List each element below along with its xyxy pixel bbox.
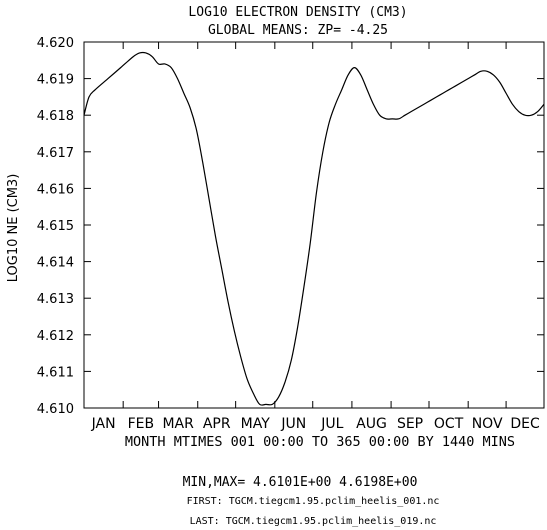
x-axis: JAN FEB MAR APR MAY JUN JUL AUG SEP OCT NOV DEC xyxy=(91,42,540,432)
y-tick-label: 4.610 xyxy=(37,402,74,417)
y-tick-label: 4.612 xyxy=(37,329,74,344)
y-tick-label: 4.614 xyxy=(37,256,74,271)
x-tick-label: MAY xyxy=(241,416,271,432)
y-tick-label: 4.616 xyxy=(37,182,74,197)
y-tick-label: 4.620 xyxy=(37,36,74,51)
y-axis: 4.610 4.611 4.612 4.613 4.614 4.615 4.616 4.617… xyxy=(37,36,544,417)
last-file-text: LAST: TGCM.tiegcm1.95.pclim_heelis_019.n… xyxy=(190,516,437,527)
first-file-text: FIRST: TGCM.tiegcm1.95.pclim_heelis_001.… xyxy=(187,496,440,507)
plot-frame xyxy=(83,41,545,409)
y-tick-label: 4.617 xyxy=(37,146,74,161)
y-tick-label: 4.613 xyxy=(37,292,74,307)
x-tick-label: MAR xyxy=(162,416,194,432)
y-tick-label: 4.618 xyxy=(37,109,74,124)
x-tick-label: JUN xyxy=(280,416,306,432)
x-tick-label: OCT xyxy=(434,416,464,432)
min-max-text: MIN,MAX= 4.6101E+00 4.6198E+00 xyxy=(183,475,418,490)
x-tick-label: SEP xyxy=(397,416,423,432)
chart-title: LOG10 ELECTRON DENSITY (CM3) xyxy=(188,5,407,20)
x-tick-label: NOV xyxy=(472,416,503,432)
x-tick-label: DEC xyxy=(510,416,540,432)
series-line xyxy=(83,51,545,406)
x-tick-label: FEB xyxy=(128,416,155,432)
x-tick-label: JUL xyxy=(320,416,343,432)
x-axis-label: MONTH MTIMES 001 00:00 TO 365 00:00 BY 1… xyxy=(125,434,515,450)
y-tick-label: 4.615 xyxy=(37,219,74,234)
y-tick-label: 4.619 xyxy=(37,73,74,88)
y-tick-label: 4.611 xyxy=(37,365,74,380)
x-tick-label: JAN xyxy=(91,416,116,432)
x-tick-label: AUG xyxy=(356,416,387,432)
x-tick-label: APR xyxy=(203,416,231,432)
chart-subtitle: GLOBAL MEANS: ZP= -4.25 xyxy=(208,23,388,38)
y-axis-label: LOG10 NE (CM3) xyxy=(6,174,21,283)
